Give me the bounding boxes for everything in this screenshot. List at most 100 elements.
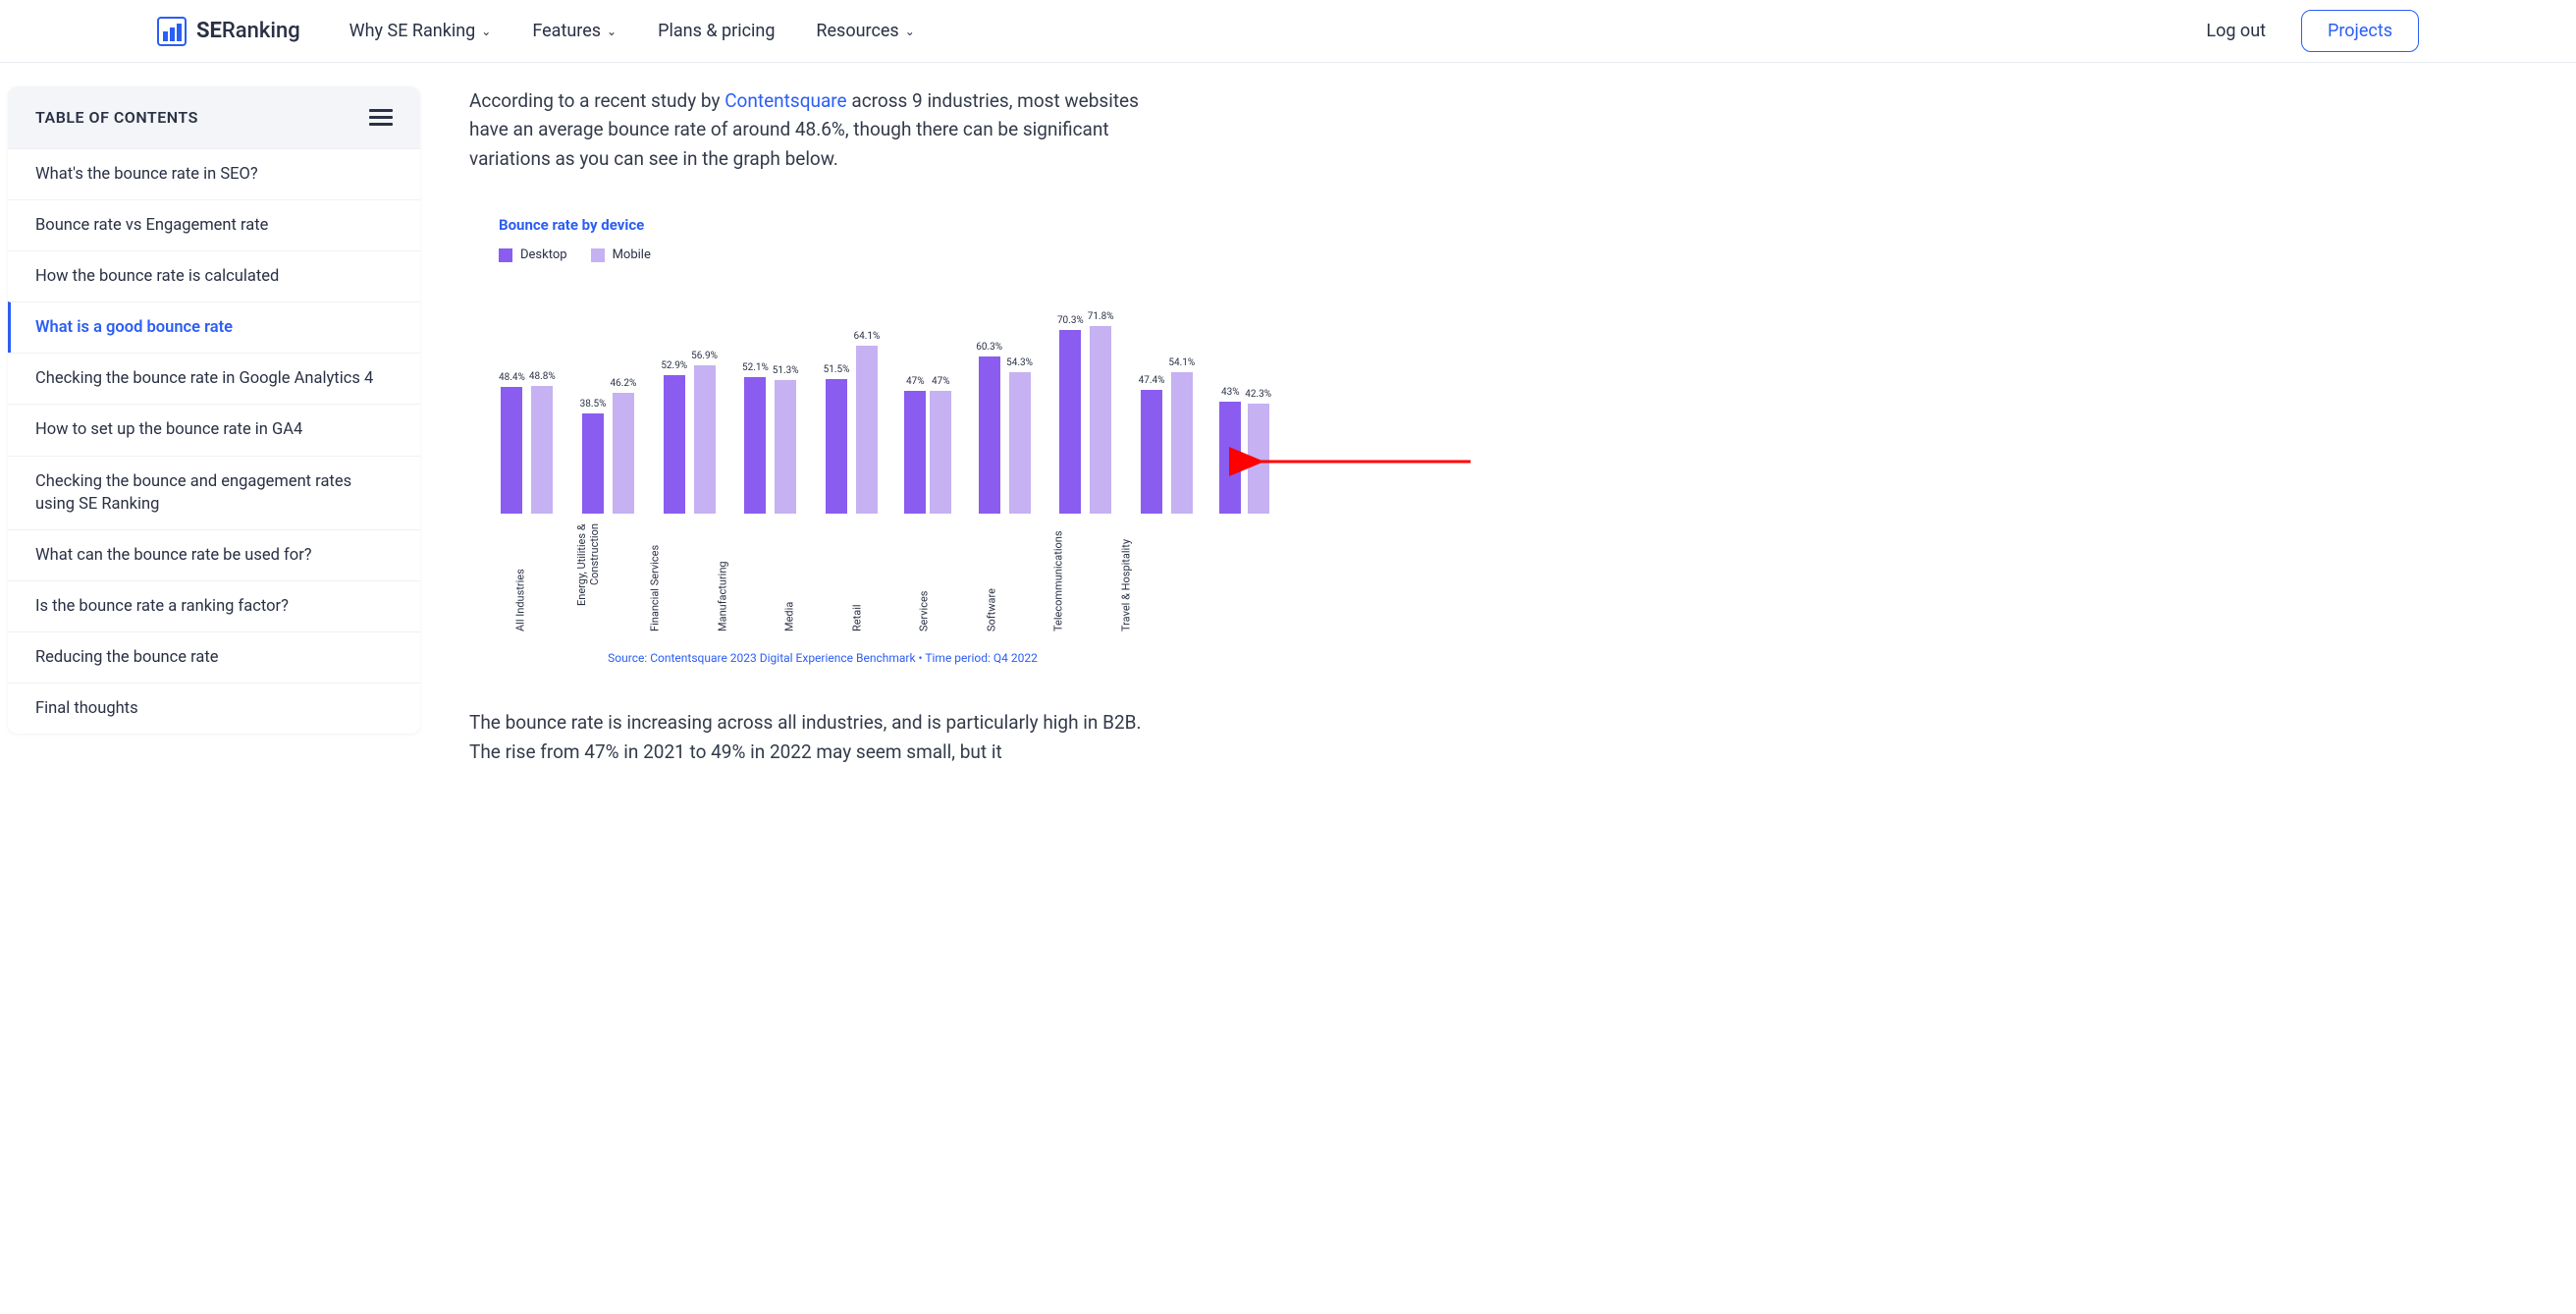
- toc-item[interactable]: What is a good bounce rate: [8, 301, 420, 353]
- bar-column: 47%: [904, 288, 926, 514]
- bar-value-label: 48.8%: [529, 371, 556, 382]
- bar-value-label: 47%: [932, 376, 950, 387]
- chevron-down-icon: ⌄: [607, 25, 617, 38]
- bar-value-label: 60.3%: [976, 342, 1002, 353]
- bar-column: 47.4%: [1139, 288, 1165, 514]
- toc-item[interactable]: Is the bounce rate a ranking factor?: [8, 580, 420, 631]
- bar-value-label: 47%: [906, 376, 925, 387]
- contentsquare-link[interactable]: Contentsquare: [724, 89, 846, 112]
- bar-group: 52.1% 51.3%: [742, 288, 799, 514]
- bar-column: 52.9%: [661, 288, 687, 514]
- logout-link[interactable]: Log out: [2206, 21, 2266, 41]
- bar-column: 54.3%: [1006, 288, 1033, 514]
- body-paragraph: The bounce rate is increasing across all…: [469, 708, 1176, 766]
- bar: [582, 413, 604, 515]
- category-label: Energy, Utilities & Construction: [566, 523, 610, 631]
- top-nav: SERanking Why SE Ranking⌄ Features⌄ Plans …: [0, 0, 2576, 63]
- bar-group: 48.4% 48.8%: [499, 288, 556, 514]
- bar-group: 52.9% 56.9%: [661, 288, 718, 514]
- toc-item[interactable]: Final thoughts: [8, 683, 420, 734]
- bounce-rate-chart: Bounce rate by device Desktop Mobile 48.4…: [469, 206, 1176, 675]
- bar-column: 47%: [930, 288, 951, 514]
- toc-item[interactable]: Bounce rate vs Engagement rate: [8, 199, 420, 250]
- bar-group: 47.4%54.1%: [1139, 288, 1196, 514]
- chart-category-labels: All Industries Energy, Utilities & Constr…: [499, 523, 1147, 631]
- toc-item[interactable]: How to set up the bounce rate in GA4: [8, 404, 420, 455]
- bar-value-label: 52.9%: [661, 360, 687, 371]
- bar: [1059, 330, 1081, 514]
- bar: [1009, 372, 1031, 515]
- bar: [904, 391, 926, 514]
- category-label: Software: [970, 523, 1013, 631]
- category-label: Telecommunications: [1037, 523, 1080, 631]
- chevron-down-icon: ⌄: [905, 25, 915, 38]
- toc-item[interactable]: Reducing the bounce rate: [8, 631, 420, 683]
- bar: [826, 379, 847, 514]
- legend-label: Desktop: [520, 247, 567, 262]
- bar-column: 52.1%: [742, 288, 769, 514]
- category-label: All Industries: [499, 523, 542, 631]
- bar-value-label: 71.8%: [1088, 311, 1114, 322]
- toc-item[interactable]: Checking the bounce and engagement rates…: [8, 456, 420, 529]
- bar-column: 51.5%: [824, 288, 850, 514]
- bar-column: 48.8%: [529, 288, 556, 514]
- red-arrow-annotation: [1245, 452, 1471, 475]
- bar-value-label: 54.1%: [1168, 357, 1195, 368]
- bar-column: 70.3%: [1057, 288, 1084, 514]
- bar-group: 51.5%64.1%: [824, 288, 881, 514]
- main-nav: Why SE Ranking⌄ Features⌄ Plans & pricing R…: [349, 21, 2207, 41]
- legend-item: Mobile: [591, 247, 651, 262]
- hamburger-icon[interactable]: [369, 109, 393, 126]
- toc-item[interactable]: What's the bounce rate in SEO?: [8, 148, 420, 199]
- chart-title: Bounce rate by device: [499, 216, 1147, 234]
- bar: [501, 387, 522, 514]
- bar-value-label: 38.5%: [580, 399, 607, 410]
- chart-source: Source: Contentsquare 2023 Digital Exper…: [499, 651, 1147, 665]
- bar: [694, 365, 716, 515]
- bar-column: 64.1%: [853, 288, 880, 514]
- chart-bars: 48.4% 48.8% 38.5%46.2% 52.9% 56.9% 52.1% 51.3%…: [499, 288, 1147, 514]
- bar-value-label: 70.3%: [1057, 315, 1084, 326]
- bar: [1090, 326, 1111, 514]
- nav-item[interactable]: Features⌄: [532, 21, 617, 41]
- bar-value-label: 48.4%: [499, 372, 525, 383]
- bar: [613, 393, 634, 514]
- bar-column: 54.1%: [1168, 288, 1195, 514]
- bar-value-label: 56.9%: [691, 351, 718, 361]
- bar: [531, 386, 553, 514]
- bar-value-label: 51.5%: [824, 364, 850, 375]
- bar-column: 56.9%: [691, 288, 718, 514]
- category-label: Media: [768, 523, 811, 631]
- nav-item[interactable]: Resources⌄: [816, 21, 914, 41]
- bar-column: 42.3%: [1245, 288, 1271, 514]
- bar: [1171, 372, 1193, 514]
- toc-item[interactable]: How the bounce rate is calculated: [8, 250, 420, 301]
- bar-column: 60.3%: [976, 288, 1002, 514]
- table-of-contents: TABLE OF CONTENTS What's the bounce rate…: [8, 86, 420, 734]
- projects-button[interactable]: Projects: [2301, 10, 2419, 52]
- bar: [775, 380, 796, 515]
- logo[interactable]: SERanking: [157, 17, 300, 46]
- legend-item: Desktop: [499, 247, 567, 262]
- bar-value-label: 46.2%: [610, 378, 636, 389]
- nav-item[interactable]: Why SE Ranking⌄: [349, 21, 492, 41]
- bar-value-label: 51.3%: [773, 365, 799, 376]
- toc-item[interactable]: What can the bounce rate be used for?: [8, 529, 420, 580]
- logo-icon: [157, 17, 187, 46]
- header-right: Log out Projects: [2206, 10, 2419, 52]
- logo-text: SERanking: [196, 19, 300, 43]
- bar-column: 51.3%: [773, 288, 799, 514]
- main: TABLE OF CONTENTS What's the bounce rate…: [0, 63, 2576, 823]
- toc-item[interactable]: Checking the bounce rate in Google Analy…: [8, 353, 420, 404]
- bar-column: 38.5%: [580, 288, 607, 514]
- bar: [664, 375, 685, 514]
- bar: [856, 346, 878, 514]
- bar-value-label: 52.1%: [742, 362, 769, 373]
- legend-label: Mobile: [613, 247, 651, 262]
- chevron-down-icon: ⌄: [481, 25, 491, 38]
- bar: [1141, 390, 1162, 514]
- nav-item[interactable]: Plans & pricing: [658, 21, 775, 41]
- bar-group: 38.5%46.2%: [580, 288, 637, 514]
- legend-swatch: [591, 248, 605, 262]
- category-label: Financial Services: [633, 523, 676, 631]
